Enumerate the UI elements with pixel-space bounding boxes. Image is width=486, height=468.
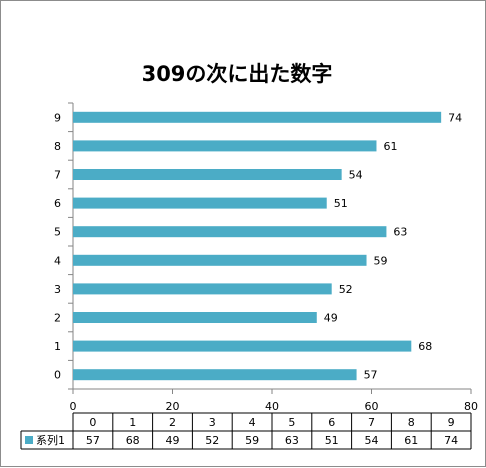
legend-key (25, 436, 33, 444)
data-label: 51 (334, 197, 348, 210)
data-label: 54 (349, 169, 363, 182)
table-header-cell: 8 (408, 416, 415, 429)
x-tick-label: 40 (265, 400, 279, 413)
data-label: 52 (339, 283, 353, 296)
y-tick-label: 5 (54, 226, 61, 239)
table-value-cell: 74 (444, 434, 458, 447)
y-tick-label: 0 (54, 369, 61, 382)
table-value-cell: 54 (365, 434, 379, 447)
bar (73, 226, 387, 238)
table-header-cell: 3 (209, 416, 216, 429)
bar (73, 312, 317, 323)
chart-title: 309の次に出た数字 (142, 62, 333, 86)
data-label: 61 (383, 140, 397, 153)
y-tick-label: 1 (54, 340, 61, 353)
bar (73, 197, 327, 209)
table-value-cell: 59 (245, 434, 259, 447)
y-tick-label: 8 (54, 140, 61, 153)
bar (73, 140, 377, 152)
data-label: 57 (364, 369, 378, 382)
x-tick-label: 60 (365, 400, 379, 413)
x-tick-label: 20 (166, 400, 180, 413)
table-value-cell: 52 (205, 434, 219, 447)
y-tick-label: 7 (54, 169, 61, 182)
x-tick-label: 80 (464, 400, 478, 413)
y-tick-label: 3 (54, 283, 61, 296)
data-table: 0 1 2 3 4 5 6 7 8 9 系列1 57 68 49 52 59 63 51 54 61 74 (20, 412, 472, 450)
table-header-cell: 1 (129, 416, 136, 429)
table-value-cell: 68 (126, 434, 140, 447)
table-header-cell: 7 (368, 416, 375, 429)
table-value-cell: 49 (166, 434, 180, 447)
table-value-cell: 63 (285, 434, 299, 447)
bar (73, 111, 442, 123)
series-name: 系列1 (36, 433, 65, 447)
data-label: 49 (324, 312, 338, 325)
data-label: 59 (374, 254, 388, 267)
data-label: 74 (448, 111, 462, 124)
table-header-cell: 2 (169, 416, 176, 429)
table-value-cell: 61 (404, 434, 418, 447)
table-header-cell: 0 (89, 416, 96, 429)
table-value-cell: 57 (86, 434, 100, 447)
bar (73, 369, 357, 381)
bar (73, 254, 367, 266)
table-header-cell: 9 (448, 416, 455, 429)
y-tick-label: 6 (54, 197, 61, 210)
table-header-cell: 5 (288, 416, 295, 429)
y-tick-label: 4 (54, 254, 61, 267)
bar (73, 340, 412, 352)
table-header-cell: 4 (249, 416, 256, 429)
bar (73, 169, 342, 180)
x-tick-label: 0 (70, 400, 77, 413)
table-value-cell: 51 (325, 434, 339, 447)
bar (73, 283, 332, 295)
table-header-cell: 6 (328, 416, 335, 429)
y-tick-label: 2 (54, 312, 61, 325)
data-label: 68 (418, 340, 432, 353)
plot-area: 0 20 40 60 80 0 57 1 68 2 49 3 52 4 59 5 63 6 51 7 54 8 61 9 74 (54, 102, 478, 413)
data-label: 63 (393, 226, 407, 239)
y-tick-label: 9 (54, 111, 61, 124)
